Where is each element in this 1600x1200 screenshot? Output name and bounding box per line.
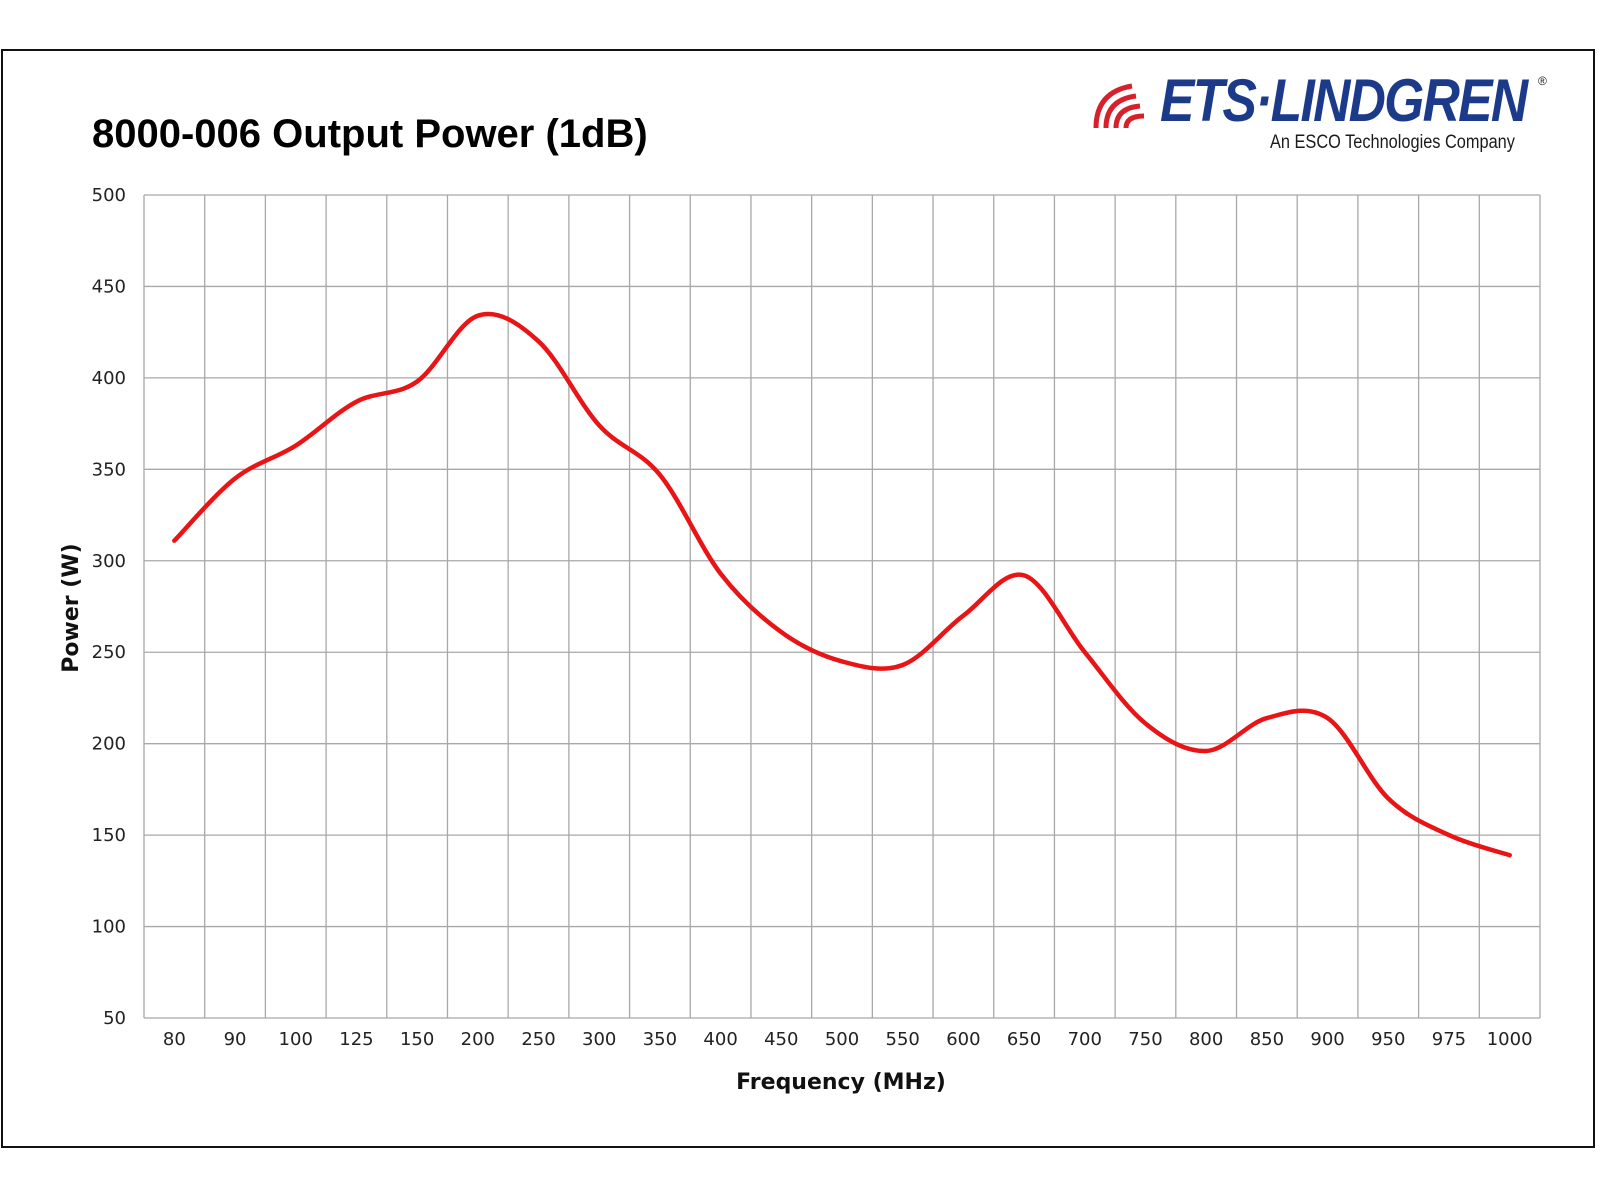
x-tick-label: 500 <box>825 1029 859 1050</box>
chart-title: 8000-006 Output Power (1dB) <box>92 112 648 156</box>
chart-frame <box>1 49 1595 1148</box>
data-point <box>415 380 419 384</box>
y-tick-label: 100 <box>92 917 126 938</box>
data-point <box>172 539 176 543</box>
x-tick-label: 600 <box>946 1029 980 1050</box>
x-tick-label: 450 <box>764 1029 798 1050</box>
x-tick-label: 650 <box>1007 1029 1041 1050</box>
x-tick-label: 550 <box>886 1029 920 1050</box>
data-point <box>1326 716 1330 720</box>
x-tick-label: 100 <box>279 1029 313 1050</box>
plot-grid <box>143 194 1541 1019</box>
y-tick-labels: 50 100 150 200 250 300 350 400 450 500 <box>92 185 126 1029</box>
y-tick-label: 200 <box>92 734 126 755</box>
data-point <box>1386 797 1390 801</box>
data-point <box>1508 853 1512 857</box>
x-tick-label: 750 <box>1128 1029 1162 1050</box>
y-tick-label: 50 <box>103 1008 126 1029</box>
data-point <box>1022 573 1026 577</box>
company-logo: ETS·LINDGREN ® An ESCO Technologies Comp… <box>1090 67 1560 162</box>
x-tick-labels: 80 90 100 125 150 200 250 300 350 400 450 500 550 600… <box>163 1029 1533 1050</box>
y-tick-label: 400 <box>92 368 126 389</box>
x-tick-label: 975 <box>1432 1029 1466 1050</box>
power-line <box>172 311 1512 858</box>
data-point <box>1143 722 1147 726</box>
y-tick-label: 300 <box>92 551 126 572</box>
data-point <box>840 659 844 663</box>
data-point <box>354 400 358 404</box>
y-tick-label: 450 <box>92 276 126 297</box>
x-tick-label: 850 <box>1250 1029 1284 1050</box>
y-axis-label: Power (W) <box>59 543 84 672</box>
x-tick-label: 125 <box>339 1029 373 1050</box>
x-tick-label: 400 <box>703 1029 737 1050</box>
logo-wordmark: ETS·LINDGREN <box>1160 67 1528 134</box>
x-tick-label: 1000 <box>1487 1029 1533 1050</box>
x-tick-label: 800 <box>1189 1029 1223 1050</box>
x-tick-label: 350 <box>643 1029 677 1050</box>
x-tick-label: 90 <box>224 1029 247 1050</box>
data-point <box>901 663 905 667</box>
x-tick-label: 950 <box>1371 1029 1405 1050</box>
x-tick-label: 200 <box>461 1029 495 1050</box>
data-point <box>1083 650 1087 654</box>
x-tick-label: 80 <box>163 1029 186 1050</box>
y-tick-label: 500 <box>92 185 126 206</box>
x-tick-label: 250 <box>521 1029 555 1050</box>
x-tick-label: 700 <box>1068 1029 1102 1050</box>
data-point <box>476 314 480 318</box>
data-point <box>1204 749 1208 753</box>
x-tick-label: 300 <box>582 1029 616 1050</box>
x-tick-label: 900 <box>1310 1029 1344 1050</box>
data-point <box>233 476 237 480</box>
signal-waves-icon <box>1093 83 1145 129</box>
data-point <box>779 630 783 634</box>
series-group <box>172 311 1512 858</box>
y-tick-label: 150 <box>92 825 126 846</box>
x-tick-label: 150 <box>400 1029 434 1050</box>
data-point <box>658 473 662 477</box>
y-tick-label: 250 <box>92 642 126 663</box>
data-point <box>537 339 541 343</box>
data-point <box>597 423 601 427</box>
data-point <box>294 444 298 448</box>
data-point <box>961 614 965 618</box>
data-point <box>719 572 723 576</box>
x-axis-label: Frequency (MHz) <box>736 1070 946 1095</box>
data-point <box>1447 833 1451 837</box>
registered-mark: ® <box>1538 74 1547 88</box>
logo-tagline: An ESCO Technologies Company <box>1270 132 1515 153</box>
y-tick-label: 350 <box>92 459 126 480</box>
data-point <box>1265 716 1269 720</box>
